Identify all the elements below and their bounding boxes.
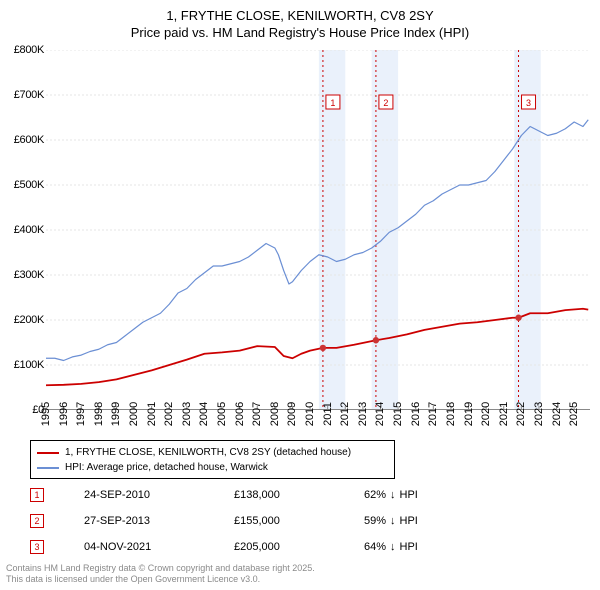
y-tick-label: £700K bbox=[0, 89, 44, 101]
x-tick-label: 2015 bbox=[392, 402, 404, 426]
event-date: 27-SEP-2013 bbox=[84, 515, 234, 527]
x-tick-label: 2013 bbox=[357, 402, 369, 426]
legend: 1, FRYTHE CLOSE, KENILWORTH, CV8 2SY (de… bbox=[30, 440, 395, 479]
y-tick-label: £800K bbox=[0, 44, 44, 56]
x-tick-label: 2021 bbox=[498, 402, 510, 426]
x-tick-label: 1996 bbox=[58, 402, 70, 426]
event-price: £205,000 bbox=[234, 541, 364, 553]
event-date: 04-NOV-2021 bbox=[84, 541, 234, 553]
event-diff-pct: 59% bbox=[364, 515, 386, 527]
x-tick-label: 2002 bbox=[163, 402, 175, 426]
event-diff-pct: 62% bbox=[364, 489, 386, 501]
y-tick-label: £400K bbox=[0, 224, 44, 236]
svg-text:1: 1 bbox=[330, 98, 335, 108]
legend-item: 1, FRYTHE CLOSE, KENILWORTH, CV8 2SY (de… bbox=[37, 445, 388, 460]
event-diff-pct: 64% bbox=[364, 541, 386, 553]
event-diff: 59% ↓ HPI bbox=[364, 515, 418, 527]
down-arrow-icon: ↓ bbox=[390, 541, 396, 553]
x-tick-label: 2014 bbox=[374, 402, 386, 426]
event-diff-vs: HPI bbox=[400, 541, 418, 553]
x-tick-label: 2005 bbox=[216, 402, 228, 426]
legend-swatch bbox=[37, 467, 59, 469]
y-tick-label: £600K bbox=[0, 134, 44, 146]
y-tick-label: £300K bbox=[0, 269, 44, 281]
x-tick-label: 2024 bbox=[551, 402, 563, 426]
legend-item: HPI: Average price, detached house, Warw… bbox=[37, 460, 388, 475]
legend-label: HPI: Average price, detached house, Warw… bbox=[65, 460, 268, 475]
x-tick-label: 2008 bbox=[269, 402, 281, 426]
x-tick-label: 2000 bbox=[128, 402, 140, 426]
event-diff: 62% ↓ HPI bbox=[364, 489, 418, 501]
x-tick-label: 2023 bbox=[533, 402, 545, 426]
y-tick-label: £500K bbox=[0, 179, 44, 191]
attribution: Contains HM Land Registry data © Crown c… bbox=[6, 563, 315, 586]
event-diff-vs: HPI bbox=[400, 489, 418, 501]
x-tick-label: 1998 bbox=[93, 402, 105, 426]
event-marker: 1 bbox=[30, 488, 44, 502]
x-tick-label: 2025 bbox=[568, 402, 580, 426]
x-tick-label: 2019 bbox=[463, 402, 475, 426]
x-tick-label: 1995 bbox=[40, 402, 52, 426]
chart-container: 1, FRYTHE CLOSE, KENILWORTH, CV8 2SY Pri… bbox=[0, 0, 600, 590]
title-subtitle: Price paid vs. HM Land Registry's House … bbox=[0, 25, 600, 40]
x-tick-label: 2007 bbox=[251, 402, 263, 426]
x-tick-label: 2003 bbox=[181, 402, 193, 426]
event-row: 1 24-SEP-2010£138,00062% ↓ HPI bbox=[30, 482, 570, 508]
title-address: 1, FRYTHE CLOSE, KENILWORTH, CV8 2SY bbox=[0, 8, 600, 23]
svg-text:3: 3 bbox=[526, 98, 531, 108]
x-tick-label: 2011 bbox=[322, 402, 334, 426]
chart-area: 1 2 3 bbox=[46, 50, 590, 410]
x-tick-label: 1997 bbox=[75, 402, 87, 426]
event-row: 2 27-SEP-2013£155,00059% ↓ HPI bbox=[30, 508, 570, 534]
legend-label: 1, FRYTHE CLOSE, KENILWORTH, CV8 2SY (de… bbox=[65, 445, 351, 460]
attribution-line2: This data is licensed under the Open Gov… bbox=[6, 574, 315, 586]
y-tick-label: £100K bbox=[0, 359, 44, 371]
x-tick-label: 2016 bbox=[410, 402, 422, 426]
event-diff: 64% ↓ HPI bbox=[364, 541, 418, 553]
event-marker: 2 bbox=[30, 514, 44, 528]
x-tick-label: 1999 bbox=[110, 402, 122, 426]
attribution-line1: Contains HM Land Registry data © Crown c… bbox=[6, 563, 315, 575]
x-tick-label: 2010 bbox=[304, 402, 316, 426]
legend-swatch bbox=[37, 452, 59, 454]
event-date: 24-SEP-2010 bbox=[84, 489, 234, 501]
down-arrow-icon: ↓ bbox=[390, 515, 396, 527]
x-tick-label: 2020 bbox=[480, 402, 492, 426]
x-tick-label: 2001 bbox=[146, 402, 158, 426]
event-price: £138,000 bbox=[234, 489, 364, 501]
down-arrow-icon: ↓ bbox=[390, 489, 396, 501]
event-marker: 3 bbox=[30, 540, 44, 554]
chart-svg: 1 2 3 bbox=[46, 50, 590, 410]
x-tick-label: 2018 bbox=[445, 402, 457, 426]
event-row: 3 04-NOV-2021£205,00064% ↓ HPI bbox=[30, 534, 570, 560]
svg-text:2: 2 bbox=[383, 98, 388, 108]
x-tick-label: 2004 bbox=[198, 402, 210, 426]
y-tick-label: £0 bbox=[0, 404, 44, 416]
title-block: 1, FRYTHE CLOSE, KENILWORTH, CV8 2SY Pri… bbox=[0, 0, 600, 40]
event-diff-vs: HPI bbox=[400, 515, 418, 527]
x-tick-label: 2017 bbox=[427, 402, 439, 426]
x-tick-label: 2022 bbox=[515, 402, 527, 426]
events-table: 124-SEP-2010£138,00062%↓HPI227-SEP-2013£… bbox=[30, 482, 570, 560]
x-tick-label: 2006 bbox=[234, 402, 246, 426]
y-tick-label: £200K bbox=[0, 314, 44, 326]
x-tick-label: 2012 bbox=[339, 402, 351, 426]
event-price: £155,000 bbox=[234, 515, 364, 527]
x-tick-label: 2009 bbox=[286, 402, 298, 426]
